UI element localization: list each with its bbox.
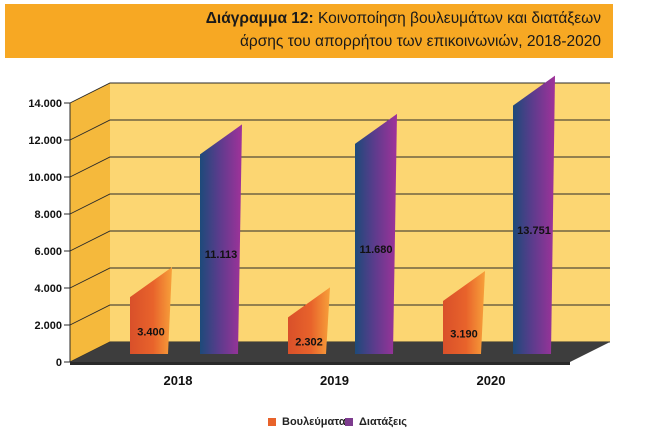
data-label: 11.113 xyxy=(205,249,237,261)
y-tick-label: 8.000 xyxy=(34,209,62,221)
gridline xyxy=(69,119,610,141)
gridline xyxy=(69,267,610,289)
gridline xyxy=(69,193,610,215)
legend-label: Βουλεύματα xyxy=(282,416,346,428)
y-tick-label: 0 xyxy=(56,357,62,369)
gridline xyxy=(69,230,610,252)
y-tick-label: 12.000 xyxy=(28,135,62,147)
legend-item: Βουλεύματα xyxy=(268,416,346,428)
chart-side-wall xyxy=(70,83,110,362)
y-tick-label: 14.000 xyxy=(28,98,62,110)
legend-label: Διατάξεις xyxy=(359,416,407,428)
bar-series-2 xyxy=(200,124,242,354)
title-line-2: άρσης του απορρήτου των επικοινωνιών, 20… xyxy=(239,33,601,50)
data-label: 13.751 xyxy=(517,225,551,237)
y-tick-label: 10.000 xyxy=(28,172,62,184)
bar-series-2 xyxy=(513,75,555,354)
data-label: 2.302 xyxy=(295,337,323,349)
y-tick-label: 2.000 xyxy=(34,320,62,332)
title-banner: Διάγραμμα 12: Κοινοποίηση βουλευμάτων κα… xyxy=(5,4,613,58)
x-tick-label: 2020 xyxy=(477,373,506,388)
gridline xyxy=(69,82,610,104)
bar-series-2 xyxy=(355,113,397,354)
legend: Βουλεύματα Διατάξεις xyxy=(0,416,650,436)
bar-series-1 xyxy=(443,270,485,354)
legend-swatch xyxy=(345,418,353,426)
bar-series-1 xyxy=(130,267,172,354)
data-label: 3.190 xyxy=(450,328,478,340)
title-prefix: Διάγραμμα 12: xyxy=(205,10,314,27)
title-line-1-text: Κοινοποίηση βουλευμάτων και διατάξεων xyxy=(313,10,601,27)
y-tick-label: 4.000 xyxy=(34,283,62,295)
gridline xyxy=(69,156,610,178)
bar-series-1 xyxy=(288,287,330,354)
legend-item: Διατάξεις xyxy=(345,416,407,428)
data-label: 3.400 xyxy=(137,327,165,339)
chart-floor-edge xyxy=(70,362,570,365)
y-tick-label: 6.000 xyxy=(34,246,62,258)
data-label: 11.680 xyxy=(359,244,392,256)
legend-swatch xyxy=(268,418,276,426)
chart-plot: 0 2.000 4.000 6.000 8.000 10.000 12.000 14.000 3… xyxy=(28,75,610,388)
x-tick-label: 2019 xyxy=(320,373,349,388)
title-line-1: Διάγραμμα 12: Κοινοποίηση βουλευμάτων κα… xyxy=(206,10,601,28)
x-tick-label: 2018 xyxy=(164,373,193,388)
